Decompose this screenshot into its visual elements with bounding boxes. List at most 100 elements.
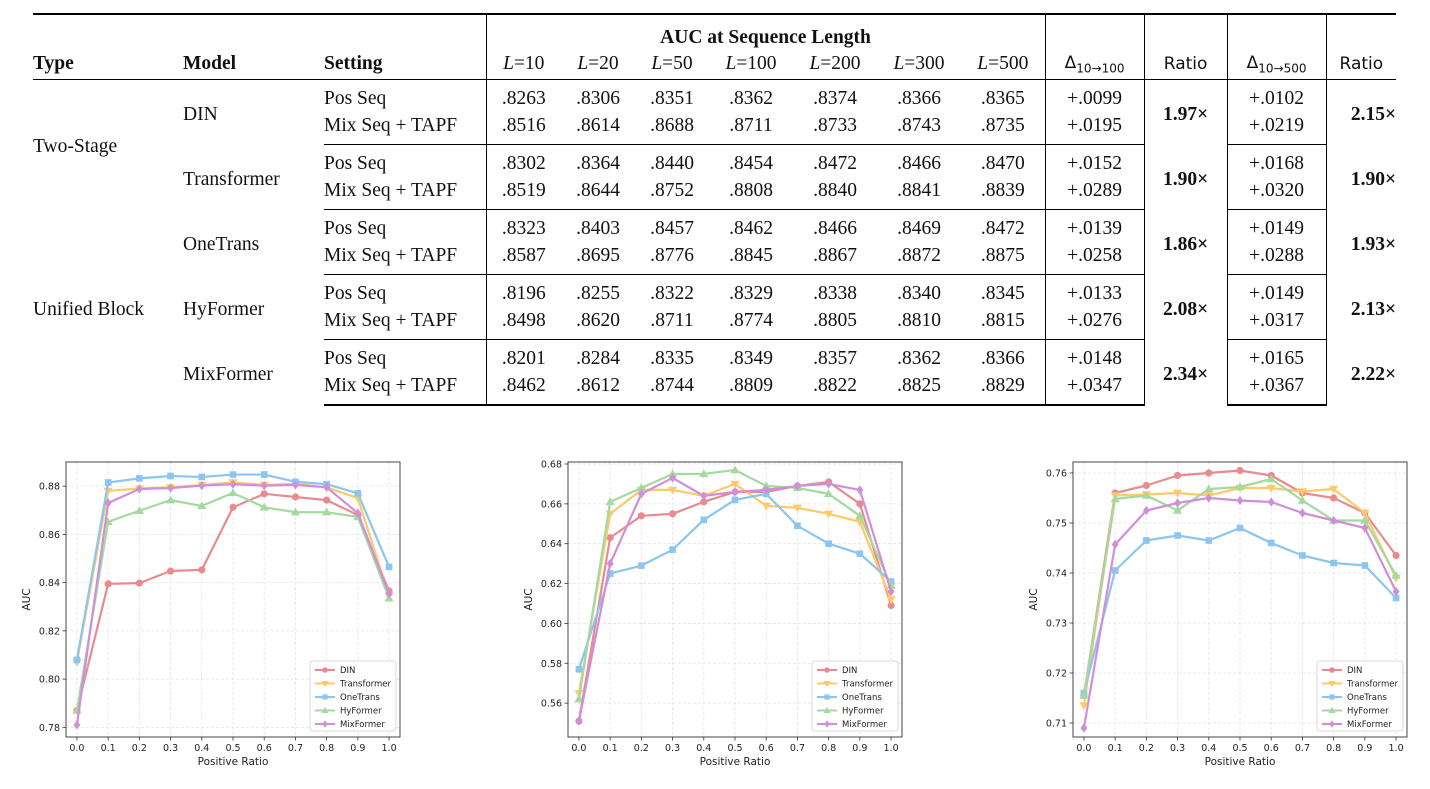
auc-value-cell: .8196: [485, 274, 561, 307]
data-point-mixformer: [1174, 498, 1182, 508]
data-point-hyformer: [636, 483, 646, 492]
setting-cell: Mix Seq + TAPF: [324, 177, 486, 210]
length-value: =300: [904, 53, 945, 74]
data-point-mixformer: [1236, 495, 1244, 506]
data-point-onetrans: [1205, 537, 1213, 544]
legend-label: MixFormer: [842, 720, 887, 730]
y-tick-label: 0.86: [39, 530, 60, 541]
legend-marker: [824, 720, 830, 728]
data-point-mixformer: [700, 491, 708, 501]
header-length: L=200: [793, 49, 877, 80]
line-chart: 0.0 0.1 0.2 0.3 0.4 0.5 0.6 0.7 0.8 0.9 1.0 0.56 0.5…: [523, 459, 903, 768]
header-delta-500: Δ10→500: [1226, 49, 1327, 80]
data-point-transformer: [730, 480, 740, 489]
header-ratio-100: Ratio: [1143, 49, 1228, 80]
header-length: L=20: [561, 49, 635, 80]
setting-cell: Pos Seq: [324, 152, 387, 174]
data-point-onetrans: [856, 550, 864, 557]
auc-value-cell: .8744: [635, 372, 709, 406]
data-point-din: [1236, 466, 1244, 475]
x-tick-label: 0.9: [1357, 743, 1372, 754]
auc-value-cell: .8322: [650, 282, 694, 304]
y-axis-label: AUC: [523, 588, 535, 610]
data-point-onetrans: [1267, 539, 1275, 547]
data-point-onetrans: [104, 479, 112, 486]
auc-value-cell: .8735: [961, 112, 1046, 145]
auc-value-cell: .8403: [576, 217, 620, 239]
l-symbol: L: [977, 53, 989, 74]
data-point-transformer: [1079, 702, 1089, 711]
auc-value-cell: .8472: [980, 217, 1025, 239]
auc-value-cell: .8841: [877, 177, 961, 210]
auc-value-cell: .8457: [650, 217, 694, 239]
data-point-mixformer: [1267, 497, 1275, 507]
auc-value-cell: .8466: [897, 152, 941, 174]
length-value: =50: [662, 53, 693, 74]
data-point-hyformer: [574, 694, 584, 703]
legend-box: [811, 660, 899, 732]
ratio-cell: 2.13×: [1325, 274, 1397, 340]
data-point-din: [668, 510, 677, 518]
ratio-cell: 2.22×: [1325, 339, 1397, 405]
legend-marker: [1328, 680, 1336, 688]
auc-value-cell: .8810: [877, 307, 961, 340]
header-length: L=10: [485, 49, 561, 80]
data-point-onetrans: [1143, 537, 1150, 544]
data-point-din: [104, 580, 112, 588]
auc-value-cell: .8201: [485, 339, 561, 372]
data-point-hyformer: [761, 481, 771, 490]
legend-label: MixFormer: [340, 720, 385, 730]
x-tick-label: 1.0: [382, 743, 397, 754]
auc-value-cell: .8470: [980, 152, 1025, 174]
data-point-onetrans: [1174, 532, 1181, 539]
data-point-onetrans: [385, 563, 393, 571]
data-point-din: [637, 512, 645, 520]
x-tick-label: 0.4: [1201, 743, 1216, 754]
data-point-hyformer: [1110, 494, 1120, 503]
legend: DIN Transformer OneTrans HyFormer MixFormer: [1316, 660, 1404, 732]
data-point-mixformer: [1298, 508, 1306, 518]
legend-label: DIN: [340, 666, 355, 676]
header-model: Model: [183, 49, 324, 80]
ratio-cell: 1.90×: [1143, 144, 1228, 210]
auc-value-cell: .8263: [485, 79, 561, 112]
data-point-din: [260, 490, 268, 498]
y-tick-label: 0.73: [1046, 619, 1067, 630]
auc-value-cell: .8845: [709, 242, 793, 275]
data-point-mixformer: [1205, 493, 1213, 503]
setting-cell: Mix Seq + TAPF: [324, 112, 486, 145]
data-point-mixformer: [1080, 723, 1088, 733]
table-row: MixFormer Pos Seq .8201 .8284 .8335 .8349 .835…: [33, 339, 1397, 405]
model-cell: MixFormer: [183, 363, 273, 385]
y-tick-label: 0.72: [1046, 669, 1067, 680]
legend-label: OneTrans: [340, 693, 380, 703]
auc-value-cell: .8498: [485, 307, 561, 340]
x-tick-label: 0.3: [1170, 743, 1185, 754]
auc-value-cell: .8839: [961, 177, 1046, 210]
data-point-onetrans: [1392, 594, 1400, 602]
legend-label: HyFormer: [340, 707, 382, 717]
auc-value-cell: .8752: [635, 177, 709, 210]
y-tick-label: 0.56: [541, 699, 562, 710]
line-chart: 0.0 0.1 0.2 0.3 0.4 0.5 0.6 0.7 0.8 0.9 1.0 0.71 0.7…: [1028, 461, 1408, 768]
data-point-transformer: [1360, 509, 1370, 518]
data-point-mixformer: [323, 482, 331, 492]
data-point-onetrans: [825, 540, 832, 548]
legend-marker: [824, 667, 830, 673]
auc-value-cell: .8809: [709, 372, 793, 406]
data-point-onetrans: [606, 570, 614, 577]
legend-label: Transformer: [339, 680, 392, 690]
l-symbol: L: [503, 53, 514, 74]
auc-value-cell: .8875: [961, 242, 1046, 275]
delta-cell: +.0288: [1226, 242, 1327, 275]
header-auc-group: AUC at Sequence Length: [485, 13, 1046, 49]
l-symbol: L: [651, 53, 663, 74]
data-point-din: [1392, 551, 1400, 560]
auc-value-cell: .8688: [635, 112, 709, 145]
x-tick-label: 1.0: [884, 743, 899, 754]
data-point-hyformer: [1235, 482, 1245, 491]
data-point-hyformer: [824, 489, 834, 498]
length-value: =20: [588, 53, 619, 74]
delta-cell: +.0320: [1226, 177, 1327, 210]
auc-value-cell: .8284: [576, 347, 620, 369]
